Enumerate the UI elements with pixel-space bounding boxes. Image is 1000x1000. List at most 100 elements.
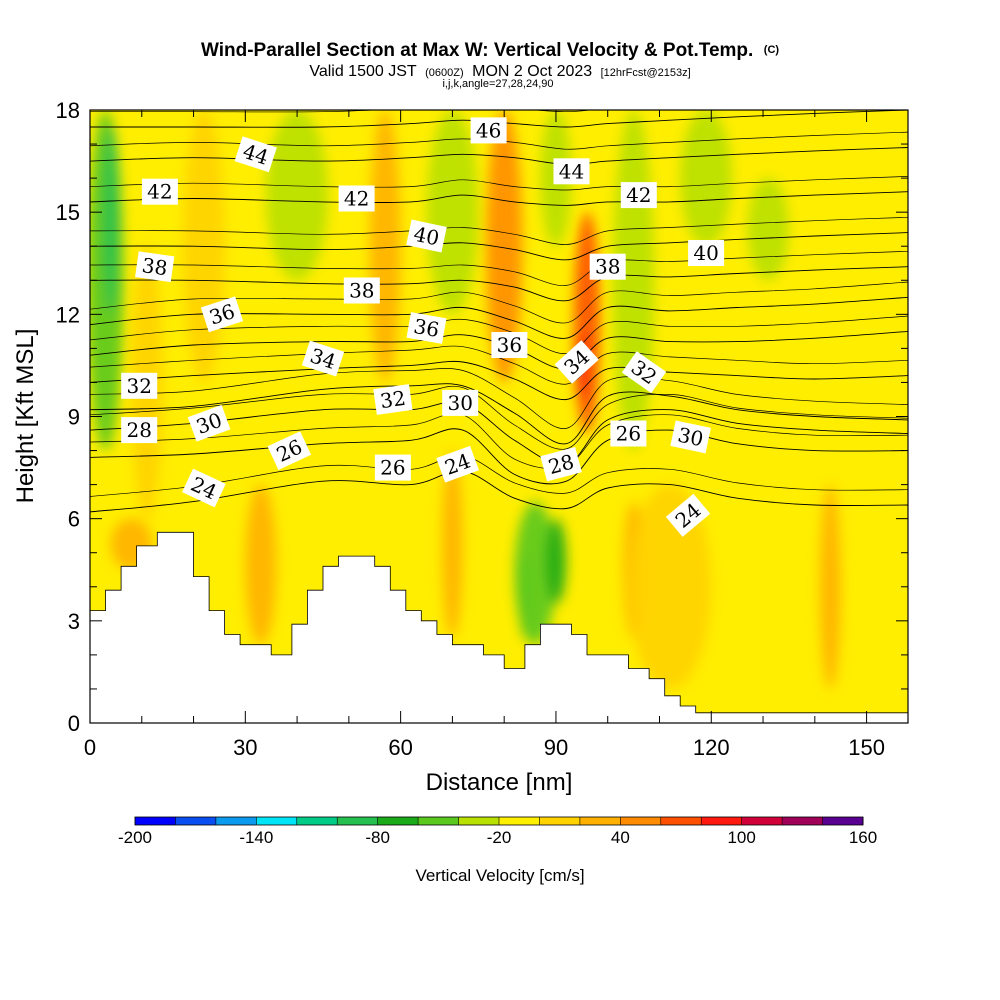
theta-contour-42 [90, 191, 908, 206]
colorbar-label: -200 [118, 828, 152, 847]
subtitle-date: MON 2 Oct 2023 [472, 63, 592, 80]
theta-contour-38 [90, 266, 908, 302]
theta-contour-minor [90, 368, 908, 429]
subtitle-indices: i,j,k,angle=27,28,24,90 [442, 78, 553, 90]
y-tick-label: 12 [56, 302, 80, 327]
velocity-cell [518, 552, 532, 638]
chart-subtitle: Valid 1500 JST (0600Z) MON 2 Oct 2023 [1… [309, 63, 690, 80]
contour-label-text: 26 [616, 422, 641, 446]
colorbar-swatch [539, 817, 581, 825]
contour-label: 38 [343, 277, 380, 304]
contour-label-text: 40 [412, 222, 442, 251]
contour-label-text: 40 [693, 241, 718, 265]
contour-label-box [665, 493, 711, 537]
velocity-cell [545, 518, 567, 604]
y-tick-label: 18 [56, 98, 80, 123]
chart-title: Wind-Parallel Section at Max W: Vertical… [201, 40, 779, 61]
theta-contour-minor [90, 385, 908, 450]
velocity-cell [486, 110, 523, 383]
contour-label: 36 [200, 296, 244, 333]
x-tick-label: 30 [233, 735, 257, 760]
velocity-cell [245, 484, 277, 645]
colorbar-swatch [499, 817, 540, 825]
contour-label: 40 [406, 219, 447, 253]
colorbar-label: -20 [487, 828, 512, 847]
contour-label-box [343, 277, 380, 304]
colorbar-label: 160 [849, 828, 877, 847]
colorbar: -200 -140 -80 -20 40 100 160 [118, 816, 877, 847]
colorbar-label: -80 [365, 828, 390, 847]
velocity-cell [102, 127, 119, 315]
x-tick-label: 60 [388, 735, 412, 760]
velocity-cell [612, 110, 655, 451]
contour-label: 26 [267, 431, 312, 470]
contour-label-text: 30 [676, 423, 706, 452]
contour-label-box [121, 372, 158, 399]
contour-label-text: 36 [497, 333, 522, 357]
contour-label: 26 [610, 420, 647, 447]
contour-label-box [670, 420, 711, 454]
contour-label-box [688, 240, 725, 266]
colorbar-label: 40 [611, 828, 630, 847]
chart-title-text: Wind-Parallel Section at Max W: Vertical… [201, 40, 753, 61]
theta-contour-minor [90, 455, 908, 497]
velocity-cell [442, 450, 463, 638]
contour-label: 44 [553, 158, 590, 185]
x-tick-label: 90 [544, 735, 568, 760]
contour-label-box [182, 468, 226, 508]
colorbar-swatch [782, 817, 824, 825]
theta-contour-minor [90, 281, 908, 324]
x-axis-title: Distance [nm] [426, 769, 573, 796]
velocity-cell [266, 110, 329, 281]
theta-contour-40 [90, 232, 908, 261]
theta-contour-minor [90, 216, 908, 245]
contour-label-box [553, 158, 590, 185]
x-tick-label: 150 [848, 735, 885, 760]
contour-label-text: 42 [626, 183, 651, 207]
contour-label: 32 [373, 384, 413, 415]
colorbar-label: -140 [239, 828, 273, 847]
colorbar-swatch [701, 817, 743, 825]
colorbar-swatch [215, 817, 257, 825]
contour-label-box [406, 312, 447, 344]
velocity-cell [819, 484, 841, 689]
x-tick-label: 0 [84, 735, 96, 760]
contour-label-box [234, 136, 277, 173]
contour-label: 40 [688, 240, 725, 266]
contour-label-box [589, 253, 626, 280]
colorbar-swatch [296, 817, 338, 825]
colorbar-swatch [660, 817, 702, 825]
contour-label-text: 38 [140, 253, 169, 280]
y-tick-label: 9 [68, 405, 80, 430]
contour-label-text: 38 [595, 255, 620, 279]
contour-label-text: 26 [380, 456, 405, 480]
contour-label: 34 [301, 340, 345, 377]
x-tick-label: 120 [693, 735, 730, 760]
contour-label-box [436, 445, 479, 483]
contour-label-box [540, 446, 582, 482]
contour-label-box [373, 384, 413, 415]
contour-label-box [406, 219, 447, 253]
colorbar-swatch [620, 817, 662, 825]
velocity-cell [680, 110, 732, 247]
velocity-cell [747, 178, 789, 281]
contour-label: 42 [338, 185, 375, 212]
theta-contour-minor [90, 413, 908, 469]
contour-label-text: 46 [476, 118, 501, 142]
colorbar-swatch [458, 817, 500, 825]
contour-label-text: 42 [344, 187, 369, 211]
y-tick-label: 0 [68, 711, 80, 736]
colorbar-swatch [337, 817, 379, 825]
x-axis: 0 30 60 90 120 150 [84, 110, 885, 760]
terrain [90, 531, 908, 723]
theta-contour-24 [90, 470, 908, 513]
contour-label-text: 32 [126, 374, 151, 398]
contour-label-box [267, 431, 312, 470]
subtitle-utc: (0600Z) [425, 67, 464, 79]
theta-contour-28 [90, 401, 908, 466]
contour-label-box [442, 389, 479, 416]
contour-label-box [620, 182, 657, 209]
contour-label-box [374, 454, 411, 481]
contour-label-box [141, 178, 178, 205]
